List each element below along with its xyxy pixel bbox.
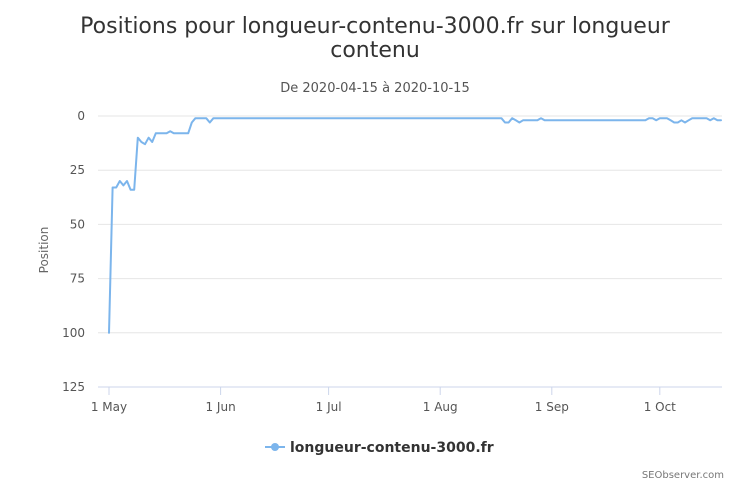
- x-axis: 1 May 1 Jun 1 Jul 1 Aug 1 Sep 1 Oct: [91, 386, 722, 414]
- y-tick-label: 25: [70, 163, 85, 177]
- chart-title-line-2: contenu: [330, 38, 420, 63]
- chart-subtitle: De 2020-04-15 à 2020-10-15: [280, 81, 469, 96]
- grid-lines: [98, 115, 722, 334]
- x-tick-label: 1 Jul: [316, 400, 342, 414]
- y-tick-label: 0: [77, 109, 85, 123]
- legend[interactable]: longueur-contenu-3000.fr: [265, 440, 494, 456]
- series-line[interactable]: [108, 117, 722, 334]
- x-tick-label: 1 Oct: [644, 400, 676, 414]
- series-layer: [108, 117, 722, 334]
- x-tick-label: 1 Sep: [535, 400, 569, 414]
- legend-marker-symbol: [271, 443, 279, 451]
- chart-title-line-1: Positions pour longueur-contenu-3000.fr …: [80, 14, 671, 39]
- y-axis-ticks: 0 25 50 75 100 125: [62, 109, 85, 394]
- y-tick-label: 75: [70, 272, 85, 286]
- x-tick-label: 1 May: [91, 400, 127, 414]
- legend-item-label[interactable]: longueur-contenu-3000.fr: [290, 440, 494, 456]
- y-tick-label: 50: [70, 217, 85, 231]
- y-axis-title: Position: [37, 227, 51, 274]
- credits-link[interactable]: SEObserver.com: [642, 470, 724, 481]
- y-tick-label: 100: [62, 326, 85, 340]
- y-tick-label: 125: [62, 380, 85, 394]
- x-tick-label: 1 Aug: [423, 400, 458, 414]
- x-tick-label: 1 Jun: [205, 400, 235, 414]
